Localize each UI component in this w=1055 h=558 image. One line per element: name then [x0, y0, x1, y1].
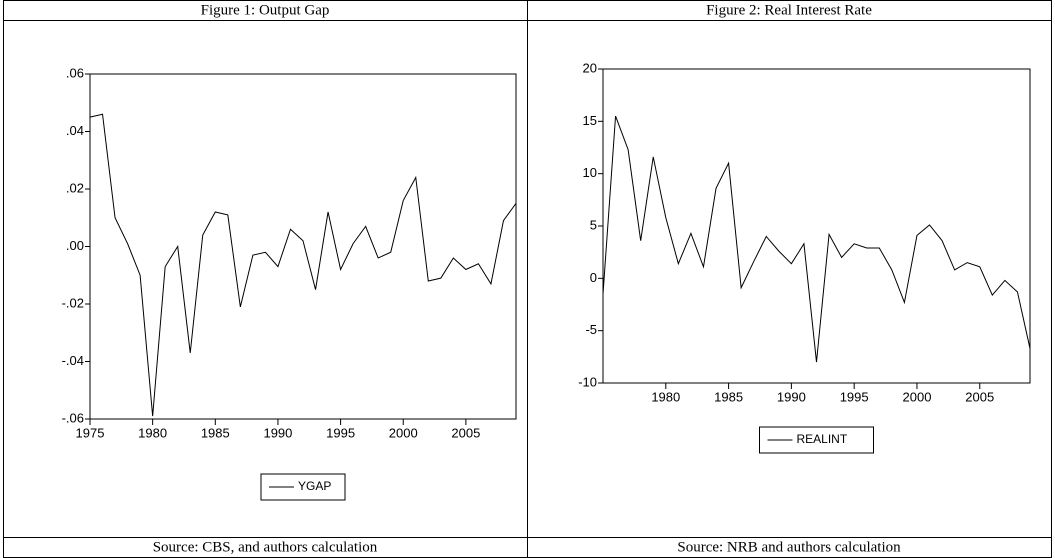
figure-source: Source: NRB and authors calculation	[677, 539, 901, 555]
legend-label: REALINT	[797, 432, 848, 446]
y-tick-label: -.06	[62, 410, 84, 425]
y-tick-label: .04	[66, 123, 84, 138]
y-tick-label: .06	[66, 65, 84, 80]
x-tick-label: 1975	[76, 425, 105, 440]
y-tick-label: -.02	[62, 295, 84, 310]
plot-frame	[89, 73, 517, 420]
y-tick-label: .02	[66, 180, 84, 195]
x-tick-label: 2000	[389, 425, 418, 440]
x-tick-label: 1985	[201, 425, 230, 440]
figure-source: Source: CBS, and authors calculation	[153, 539, 378, 555]
y-tick-label: -5	[585, 322, 597, 337]
y-tick-label: 10	[583, 165, 597, 180]
data-line	[89, 113, 517, 417]
x-tick-label: 1980	[651, 389, 680, 404]
y-tick-label: 0	[590, 270, 597, 285]
y-tick-label: -.04	[62, 353, 84, 368]
x-tick-label: 2000	[903, 389, 932, 404]
x-tick-label: 1995	[326, 425, 355, 440]
x-tick-label: 1990	[777, 389, 806, 404]
plot-frame	[602, 68, 1031, 384]
y-tick-label: -10	[578, 374, 597, 389]
x-tick-label: 1980	[138, 425, 167, 440]
y-tick-label: 5	[590, 217, 597, 232]
y-tick-label: .00	[66, 238, 84, 253]
data-line	[602, 115, 1031, 363]
x-tick-label: 1995	[840, 389, 869, 404]
x-tick-label: 1985	[714, 389, 743, 404]
y-tick-label: 20	[583, 60, 597, 75]
y-tick-label: 15	[583, 113, 597, 128]
legend-label: YGAP	[298, 479, 331, 493]
x-tick-label: 2005	[965, 389, 994, 404]
figure-title: Figure 1: Output Gap	[201, 2, 330, 18]
x-tick-label: 2005	[451, 425, 480, 440]
figure-title: Figure 2: Real Interest Rate	[706, 2, 872, 18]
x-tick-label: 1990	[263, 425, 292, 440]
